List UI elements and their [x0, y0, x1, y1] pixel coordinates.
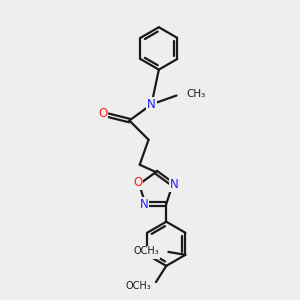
- Text: N: N: [140, 197, 148, 211]
- Text: O: O: [98, 107, 107, 120]
- Text: O: O: [133, 176, 142, 189]
- Text: N: N: [170, 178, 178, 191]
- Text: O: O: [150, 245, 160, 258]
- Text: CH₃: CH₃: [187, 89, 206, 99]
- Text: OCH₃: OCH₃: [126, 281, 152, 292]
- Text: N: N: [147, 98, 156, 111]
- Text: OCH₃: OCH₃: [134, 246, 160, 256]
